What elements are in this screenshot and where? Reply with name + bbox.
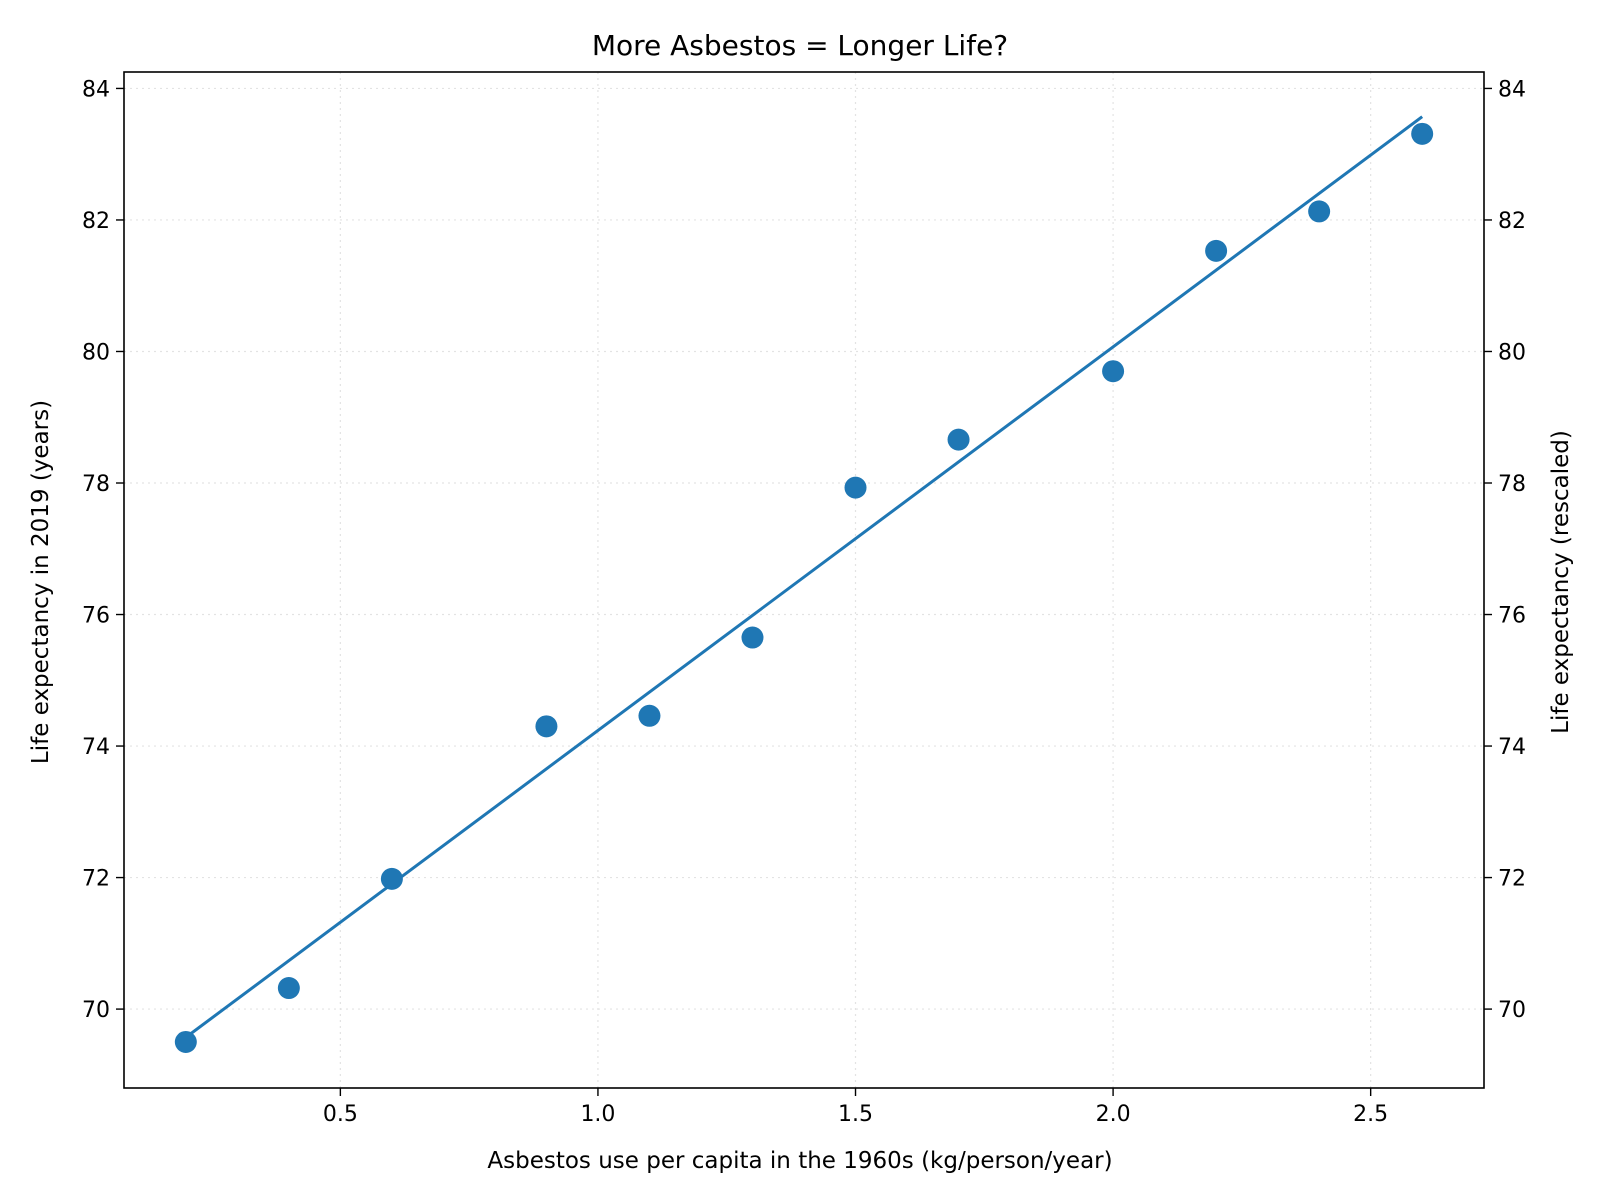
axes: 0.5 1.0 1.5 2.0 2.5 70 70 72 72 74 74 76 76 78 78 80 80 8… [82,71,1526,1127]
data-point [277,977,300,1000]
y-tick-label-right: 70 [1498,998,1526,1023]
data-point [741,626,764,649]
y-axis-right-label: Life expectancy (rescaled) [1548,430,1574,734]
y-tick-label-right: 82 [1498,209,1526,234]
y-tick-label-left: 70 [82,998,110,1023]
plot-frame [123,71,1485,1089]
data-point [1205,239,1228,262]
y-tick-label-left: 82 [82,209,110,234]
y-tick-label-left: 74 [82,735,110,760]
data-point [174,1030,197,1053]
data-points [174,122,1434,1053]
x-tick-label: 2.5 [1353,1102,1388,1127]
y-tick-label-left: 84 [82,77,110,102]
trend-line [184,115,1424,1039]
data-point [638,704,661,727]
data-point [1411,122,1434,145]
x-axis-label: Asbestos use per capita in the 1960s (kg… [487,1148,1112,1174]
x-tick-label: 1.5 [838,1102,873,1127]
y-tick-label-left: 78 [82,472,110,497]
y-tick-label-right: 76 [1498,604,1526,629]
data-point [844,476,867,499]
x-tick-label: 1.0 [580,1102,615,1127]
y-tick-label-left: 72 [82,867,110,892]
grid [124,72,1484,1088]
x-tick-label: 0.5 [323,1102,358,1127]
y-tick-label-right: 84 [1498,77,1526,102]
y-tick-label-right: 72 [1498,867,1526,892]
data-point [1102,360,1125,383]
y-tick-label-right: 80 [1498,340,1526,365]
data-point [947,428,970,451]
data-point [380,867,403,890]
y-tick-label-right: 74 [1498,735,1526,760]
data-point [1308,200,1331,223]
y-tick-label-right: 78 [1498,472,1526,497]
chart-title: More Asbestos = Longer Life? [592,29,1008,62]
y-tick-label-left: 80 [82,340,110,365]
trend-line-layer [184,115,1424,1039]
x-tick-label: 2.0 [1096,1102,1131,1127]
data-point [535,715,558,738]
y-tick-label-left: 76 [82,604,110,629]
y-axis-label: Life expectancy in 2019 (years) [28,400,54,764]
